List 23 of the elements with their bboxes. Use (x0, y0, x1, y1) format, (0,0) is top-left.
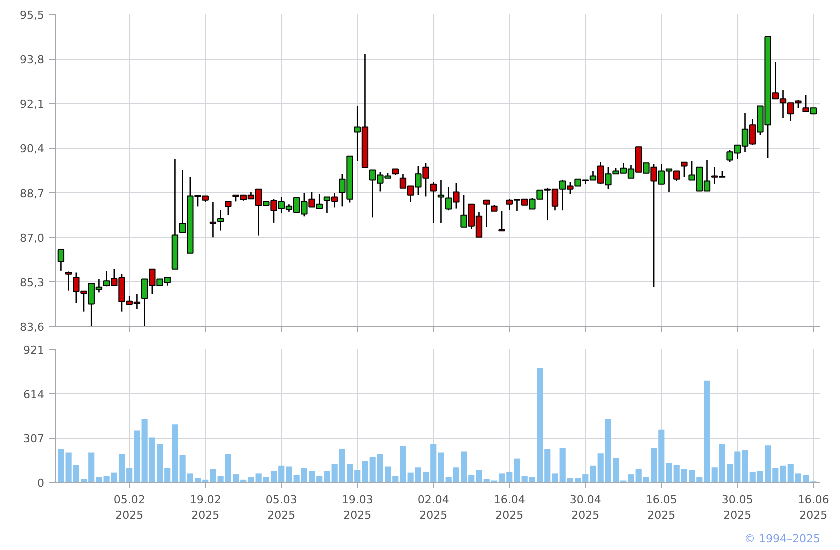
y-tick-label: 83,6 (20, 321, 45, 334)
y-tick-label: 87,0 (20, 232, 45, 245)
x-tick-label: 16.05 2025 (646, 494, 678, 522)
y-tick-label: 85,3 (20, 276, 45, 290)
y-tick-label: 307 (24, 432, 45, 446)
y-tick-label: 95,5 (20, 9, 45, 22)
x-tick-label: 30.04 2025 (570, 494, 602, 522)
y-tick-label: 921 (24, 344, 45, 357)
y-tick-label: 90,4 (20, 142, 45, 156)
text: © 1994–2025 (744, 532, 821, 546)
x-tick-label: 16.04 2025 (494, 494, 526, 522)
x-tick-label: 19.02 2025 (190, 494, 222, 522)
x-tick-label: 16.06 2025 (798, 494, 830, 522)
x-tick-label: 05.02 2025 (114, 494, 146, 522)
x-tick-label: 02.04 2025 (418, 494, 450, 522)
x-tick-label: 30.05 2025 (722, 494, 754, 522)
x-tick-label: 05.03 2025 (266, 494, 298, 522)
y-tick-label: 93,8 (20, 54, 45, 67)
y-tick-label: 92,1 (20, 98, 45, 112)
y-tick-label: 0 (38, 477, 44, 490)
y-tick-label: 88,7 (20, 187, 45, 200)
y-tick-label: 614 (24, 388, 45, 402)
x-tick-label: 19.03 2025 (342, 494, 374, 522)
